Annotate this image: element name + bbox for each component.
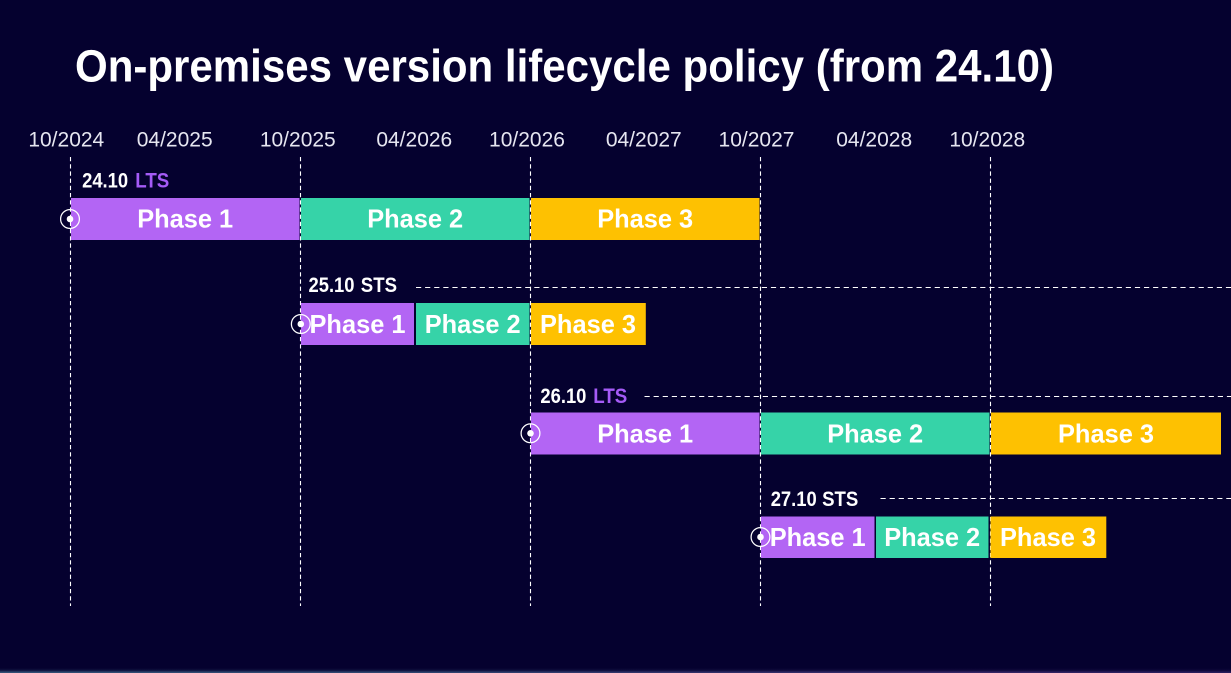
svg-text:04/2027: 04/2027 — [606, 129, 682, 152]
svg-text:04/2026: 04/2026 — [376, 129, 452, 152]
svg-text:Phase 3: Phase 3 — [1058, 419, 1154, 449]
svg-text:10/2024: 10/2024 — [28, 129, 104, 152]
svg-text:STS: STS — [361, 274, 397, 297]
svg-text:Phase 2: Phase 2 — [884, 522, 980, 552]
svg-text:Phase 3: Phase 3 — [1000, 522, 1096, 552]
svg-text:Phase 1: Phase 1 — [597, 419, 693, 449]
svg-text:LTS: LTS — [135, 169, 169, 192]
svg-text:10/2026: 10/2026 — [489, 129, 565, 152]
svg-text:On-premises version lifecycle: On-premises version lifecycle policy (fr… — [75, 41, 1054, 92]
svg-text:STS: STS — [822, 488, 858, 511]
svg-text:Phase 2: Phase 2 — [827, 419, 923, 449]
svg-text:10/2027: 10/2027 — [719, 129, 795, 152]
svg-text:24.10: 24.10 — [82, 169, 128, 192]
svg-text:10/2025: 10/2025 — [260, 129, 336, 152]
svg-text:Phase 3: Phase 3 — [597, 204, 693, 234]
svg-text:Phase 3: Phase 3 — [540, 309, 636, 339]
svg-text:04/2028: 04/2028 — [836, 129, 912, 152]
svg-text:Phase 1: Phase 1 — [770, 522, 866, 552]
svg-text:LTS: LTS — [593, 385, 627, 408]
svg-text:Phase 1: Phase 1 — [137, 204, 233, 234]
svg-text:10/2028: 10/2028 — [949, 129, 1025, 152]
svg-text:27.10: 27.10 — [771, 488, 817, 511]
svg-text:Phase 2: Phase 2 — [425, 309, 521, 339]
svg-text:25.10: 25.10 — [309, 274, 355, 297]
svg-text:Phase 2: Phase 2 — [367, 204, 463, 234]
svg-text:26.10: 26.10 — [540, 385, 586, 408]
svg-text:Phase 1: Phase 1 — [310, 309, 406, 339]
svg-text:04/2025: 04/2025 — [137, 129, 213, 152]
